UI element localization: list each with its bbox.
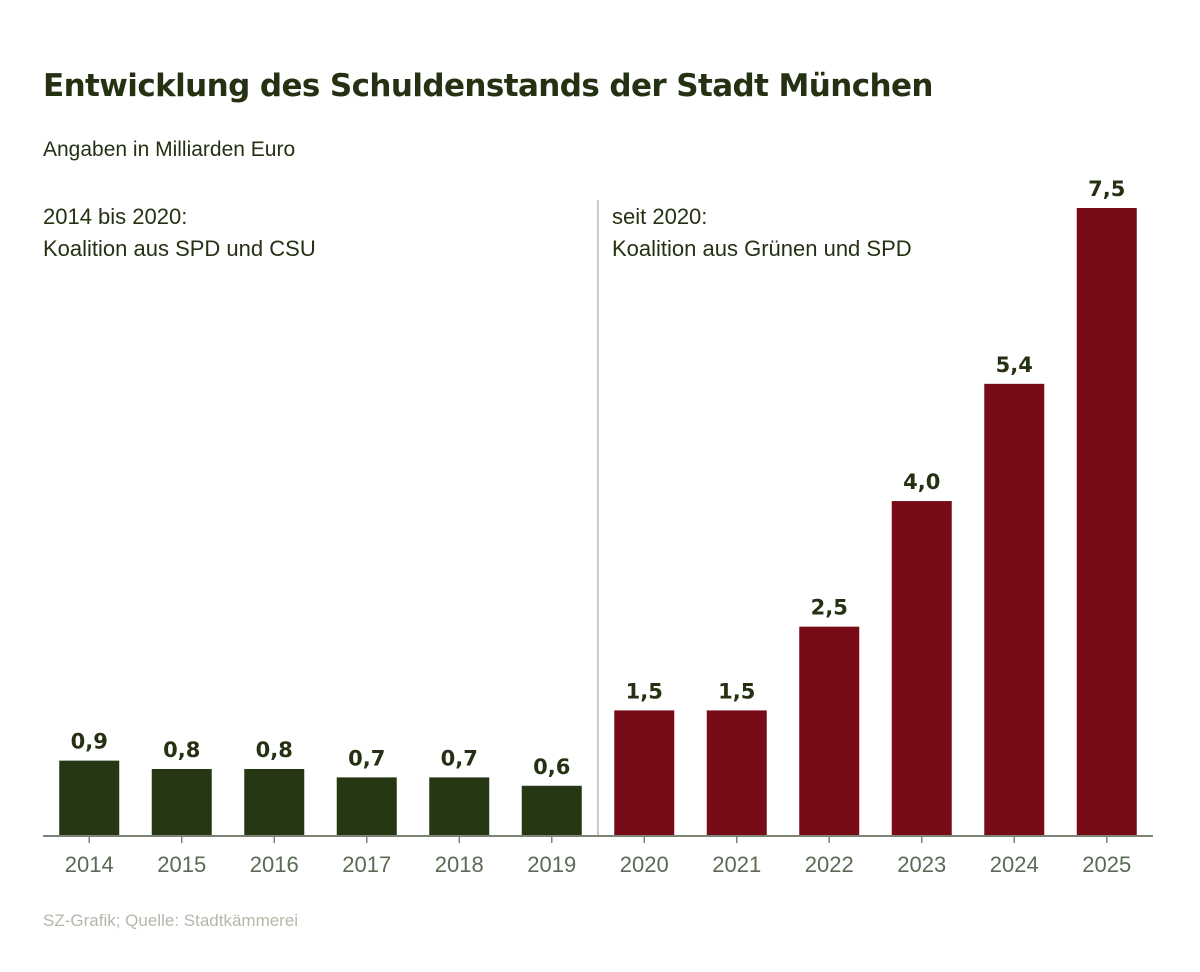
chart-title: Entwicklung des Schuldenstands der Stadt… [43, 68, 933, 104]
bar-2014 [59, 760, 120, 836]
value-label-2019: 0,6 [533, 755, 570, 779]
x-tick-label-2015: 2015 [157, 852, 206, 877]
x-tick-label-2021: 2021 [712, 852, 761, 877]
annotation-period-2-line2: Koalition aus Grünen und SPD [612, 236, 912, 261]
value-label-2014: 0,9 [71, 730, 108, 754]
annotation-period-2-line1: seit 2020: [612, 204, 708, 229]
annotation-period-1: 2014 bis 2020: Koalition aus SPD und CSU [43, 201, 316, 265]
x-tick-label-2020: 2020 [620, 852, 669, 877]
value-label-2022: 2,5 [811, 596, 848, 620]
x-tick-label-2022: 2022 [805, 852, 854, 877]
x-tick-label-2017: 2017 [342, 852, 391, 877]
bar-2023 [891, 501, 952, 836]
value-label-2021: 1,5 [718, 679, 755, 703]
bar-2022 [799, 626, 860, 836]
bar-2025 [1076, 208, 1137, 836]
bar-2018 [429, 777, 490, 836]
bar-2015 [151, 769, 212, 836]
bar-2017 [336, 777, 397, 836]
bar-2019 [521, 785, 582, 836]
bar-2016 [244, 769, 305, 836]
value-label-2015: 0,8 [163, 738, 200, 762]
value-label-2018: 0,7 [441, 746, 478, 770]
value-label-2020: 1,5 [626, 679, 663, 703]
x-tick-label-2024: 2024 [990, 852, 1039, 877]
value-label-2016: 0,8 [256, 738, 293, 762]
x-tick-label-2019: 2019 [527, 852, 576, 877]
x-tick-label-2016: 2016 [250, 852, 299, 877]
value-label-2024: 5,4 [996, 353, 1033, 377]
annotation-period-2: seit 2020: Koalition aus Grünen und SPD [612, 201, 912, 265]
value-label-2025: 7,5 [1088, 177, 1125, 201]
value-label-2017: 0,7 [348, 746, 385, 770]
annotation-period-1-line1: 2014 bis 2020: [43, 204, 188, 229]
x-tick-label-2025: 2025 [1082, 852, 1131, 877]
annotation-period-1-line2: Koalition aus SPD und CSU [43, 236, 316, 261]
source-note: SZ-Grafik; Quelle: Stadtkämmerei [43, 911, 299, 930]
chart-subtitle: Angaben in Milliarden Euro [43, 138, 296, 161]
bar-2021 [706, 710, 767, 836]
bar-2024 [984, 383, 1045, 836]
x-tick-label-2018: 2018 [435, 852, 484, 877]
bar-2020 [614, 710, 675, 836]
x-tick-label-2023: 2023 [897, 852, 946, 877]
x-tick-label-2014: 2014 [65, 852, 114, 877]
value-label-2023: 4,0 [903, 470, 940, 494]
